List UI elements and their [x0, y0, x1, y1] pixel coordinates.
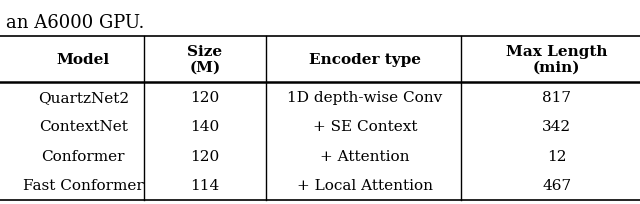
Text: 1D depth-wise Conv: 1D depth-wise Conv [287, 90, 442, 104]
Text: 342: 342 [542, 120, 572, 134]
Text: 114: 114 [190, 178, 220, 192]
Text: 817: 817 [542, 90, 572, 104]
Text: Size
(M): Size (M) [188, 45, 222, 75]
Text: Conformer: Conformer [42, 149, 125, 163]
Text: 12: 12 [547, 149, 566, 163]
Text: 120: 120 [190, 90, 220, 104]
Text: Encoder type: Encoder type [308, 53, 421, 67]
Text: Max Length
(min): Max Length (min) [506, 45, 607, 75]
Text: Fast Conformer: Fast Conformer [23, 178, 143, 192]
Text: 467: 467 [542, 178, 572, 192]
Text: Model: Model [56, 53, 110, 67]
Text: an A6000 GPU.: an A6000 GPU. [6, 14, 145, 32]
Text: 120: 120 [190, 149, 220, 163]
Text: + Local Attention: + Local Attention [297, 178, 433, 192]
Text: 140: 140 [190, 120, 220, 134]
Text: QuartzNet2: QuartzNet2 [38, 90, 129, 104]
Text: + SE Context: + SE Context [312, 120, 417, 134]
Text: + Attention: + Attention [320, 149, 410, 163]
Text: ContextNet: ContextNet [39, 120, 127, 134]
